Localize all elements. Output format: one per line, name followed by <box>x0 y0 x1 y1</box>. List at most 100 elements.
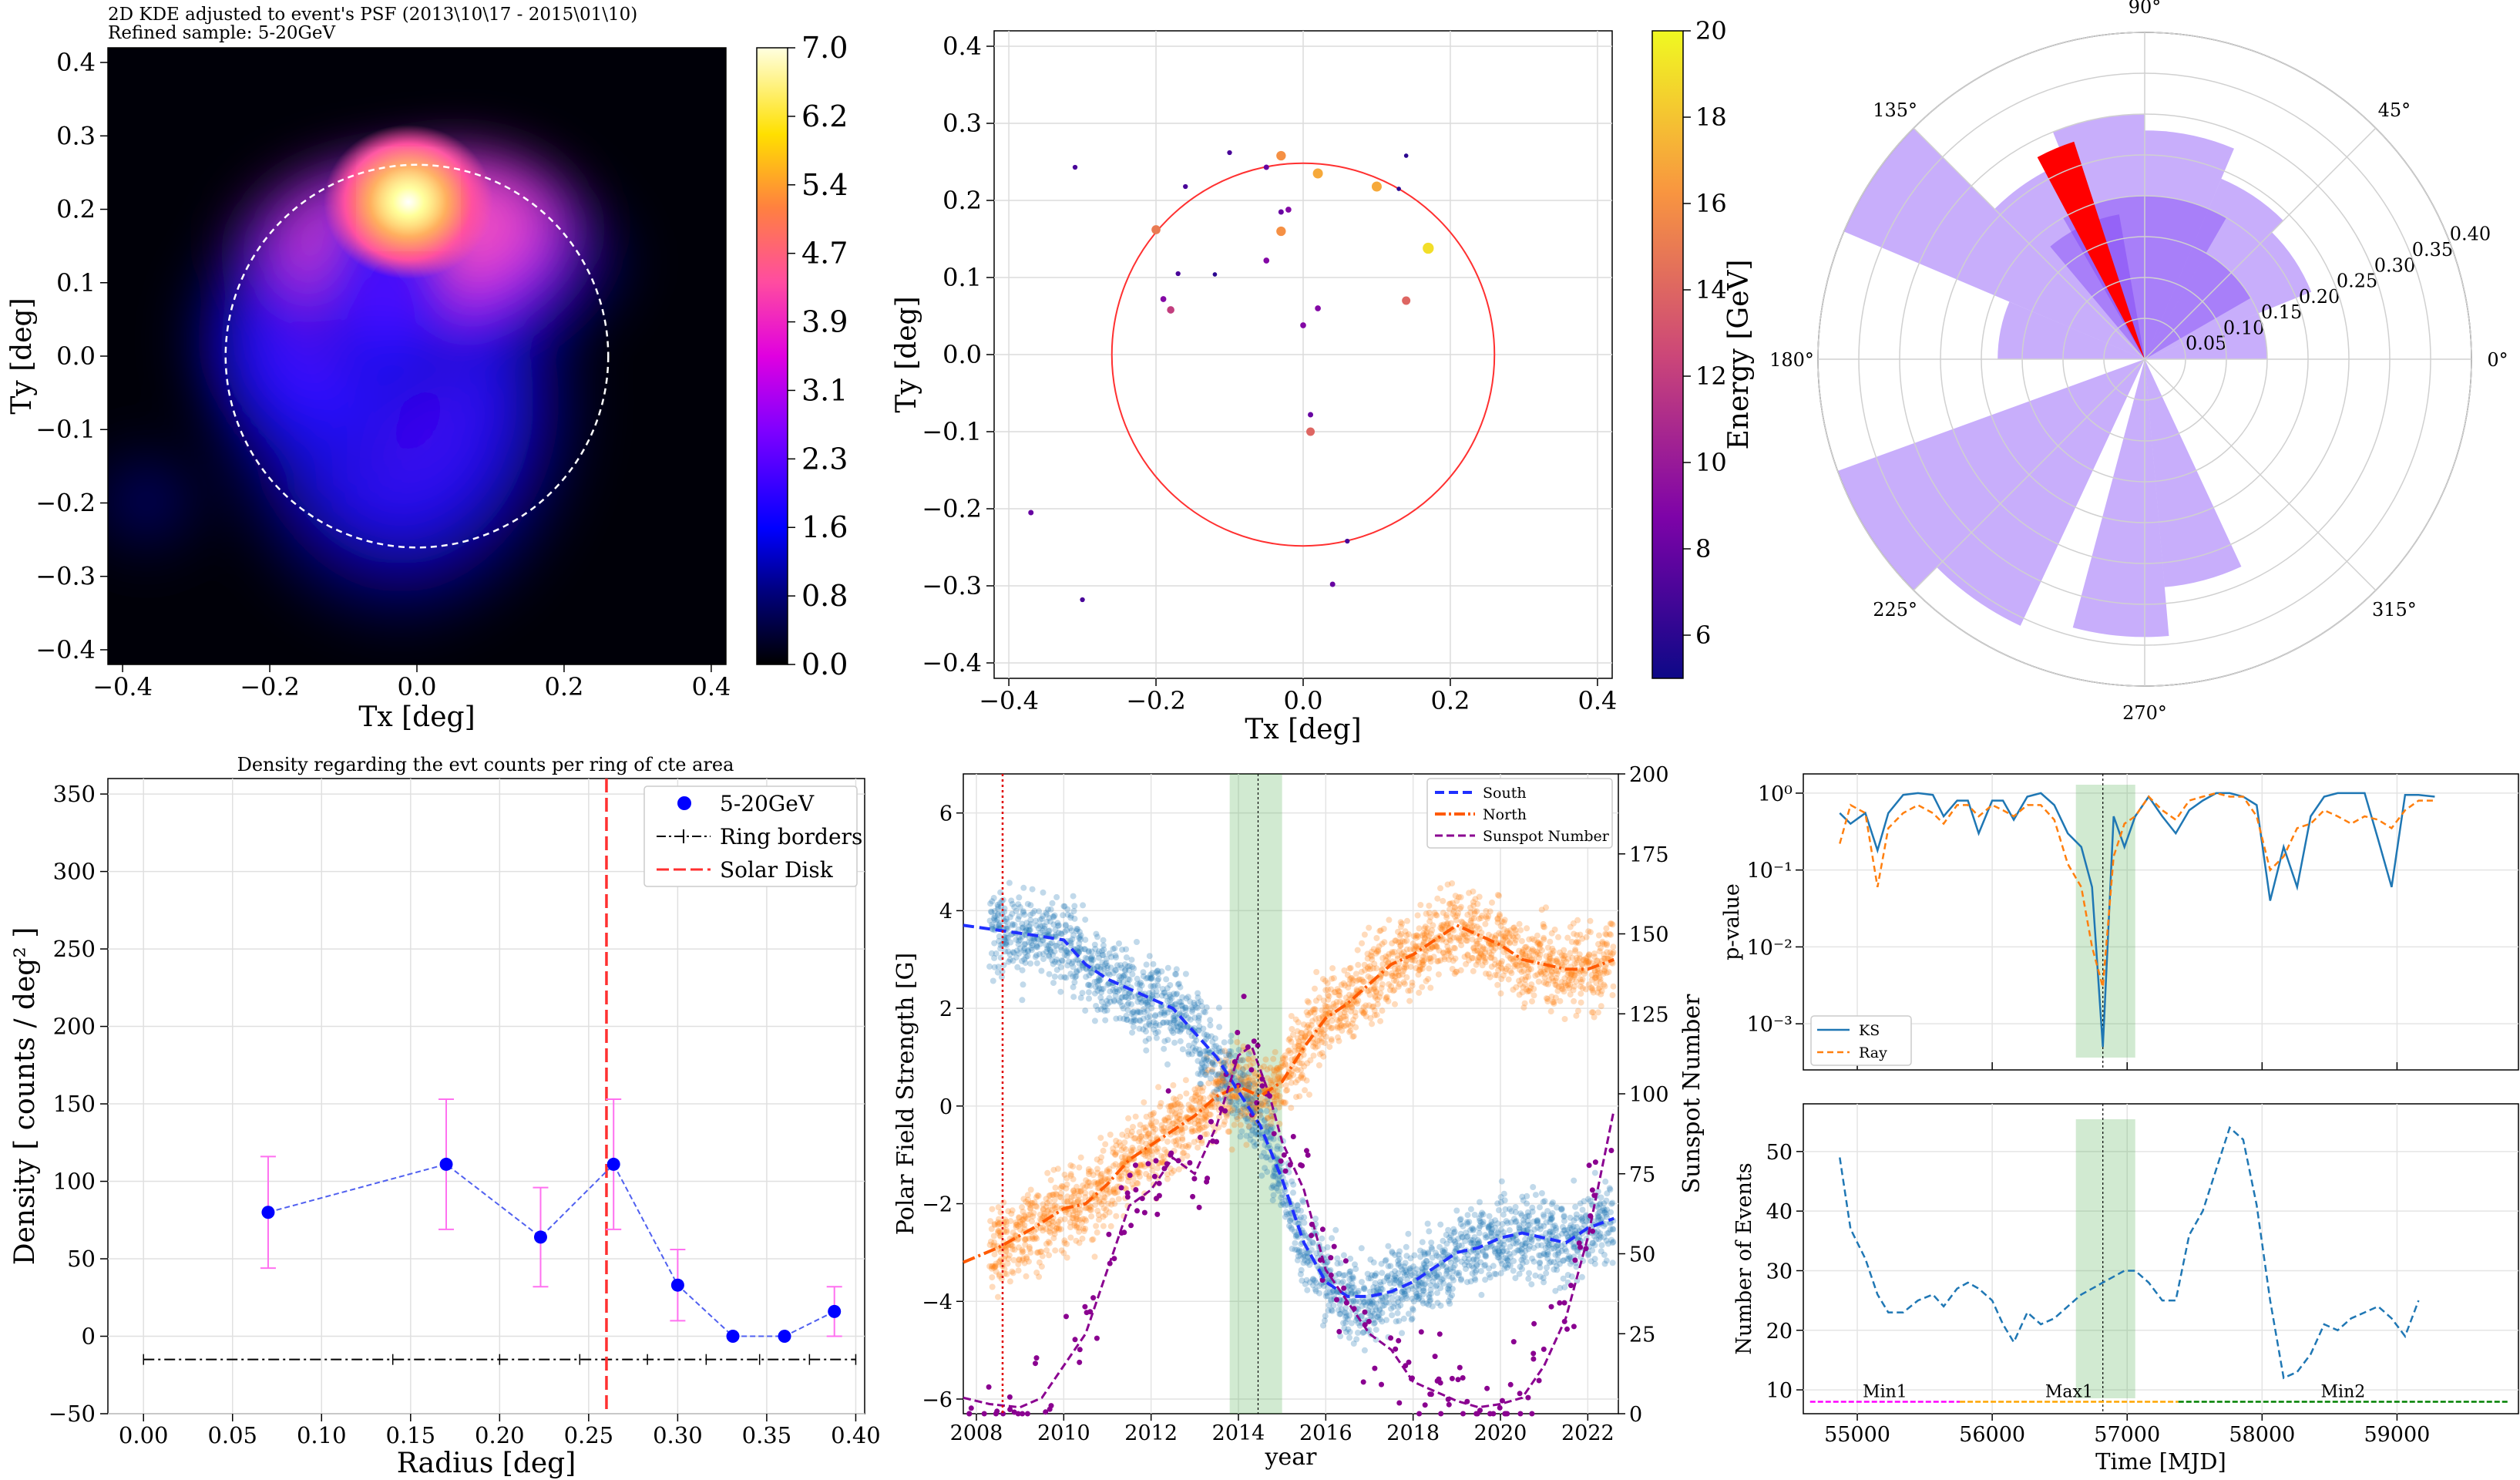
south-measurement <box>1423 1258 1430 1264</box>
north-measurement <box>1173 1142 1180 1149</box>
north-measurement <box>1598 991 1604 997</box>
south-measurement <box>1458 1276 1465 1283</box>
south-measurement <box>1178 1002 1184 1009</box>
south-measurement <box>1500 1247 1507 1254</box>
south-measurement <box>1112 992 1119 999</box>
south-measurement <box>1507 1219 1514 1226</box>
south-measurement <box>1552 1227 1559 1233</box>
north-measurement <box>1392 937 1399 944</box>
north-measurement <box>1555 933 1561 940</box>
south-measurement <box>1247 1095 1254 1102</box>
south-measurement <box>1228 1098 1235 1105</box>
north-measurement <box>1352 1024 1359 1031</box>
north-measurement <box>1212 1089 1218 1096</box>
south-measurement <box>996 923 1003 930</box>
north-measurement <box>1502 967 1509 974</box>
north-measurement <box>1586 951 1592 958</box>
south-measurement <box>1077 946 1084 953</box>
south-measurement <box>1298 1214 1305 1221</box>
south-measurement <box>1174 981 1181 988</box>
south-measurement <box>1124 1001 1131 1008</box>
north-measurement <box>1370 1003 1377 1010</box>
south-measurement <box>1161 1038 1168 1044</box>
south-measurement <box>1178 1025 1185 1032</box>
south-measurement <box>1360 1299 1367 1306</box>
north-measurement <box>1098 1200 1105 1207</box>
south-measurement <box>1203 1057 1210 1064</box>
north-measurement <box>1561 957 1567 964</box>
north-measurement <box>1527 966 1534 973</box>
south-measurement <box>1100 985 1107 992</box>
south-measurement <box>1300 1253 1307 1260</box>
y2-axis-label: Sunspot Number <box>1678 994 1705 1193</box>
north-measurement <box>1453 934 1460 941</box>
south-measurement <box>1601 1200 1608 1207</box>
y-tick-label: 0 <box>82 1324 96 1350</box>
south-measurement <box>1274 1143 1281 1150</box>
north-measurement <box>1433 937 1440 944</box>
north-measurement <box>1544 996 1551 1002</box>
north-measurement <box>1325 1004 1332 1011</box>
north-measurement <box>1507 967 1514 974</box>
south-measurement <box>1581 1198 1588 1205</box>
south-measurement <box>1051 912 1058 919</box>
north-measurement <box>1298 1067 1304 1074</box>
north-measurement <box>1043 1247 1050 1253</box>
y-tick-label: 10⁻¹ <box>1747 859 1793 883</box>
north-measurement <box>1315 1014 1322 1021</box>
north-measurement <box>1365 965 1372 972</box>
south-measurement <box>1073 927 1080 934</box>
south-measurement <box>1089 954 1095 960</box>
south-measurement <box>1215 1004 1222 1011</box>
south-measurement <box>1537 1273 1544 1280</box>
north-measurement <box>1071 1219 1078 1226</box>
north-measurement <box>1519 948 1526 955</box>
north-measurement <box>1306 1092 1312 1098</box>
north-measurement <box>1476 954 1483 960</box>
south-measurement <box>1053 943 1060 949</box>
south-measurement <box>1263 1108 1270 1115</box>
south-measurement <box>1128 994 1135 1001</box>
south-measurement <box>1415 1281 1422 1288</box>
north-measurement <box>1208 1104 1215 1111</box>
south-measurement <box>1170 1014 1177 1021</box>
north-measurement <box>1379 954 1386 961</box>
south-measurement <box>1002 940 1009 947</box>
north-measurement <box>1551 927 1558 933</box>
south-measurement <box>1502 1255 1509 1261</box>
south-measurement <box>1061 952 1068 958</box>
north-measurement <box>1040 1227 1047 1234</box>
south-measurement <box>1095 982 1101 989</box>
north-measurement <box>1426 954 1433 961</box>
north-measurement <box>1316 1051 1323 1058</box>
north-measurement <box>1463 960 1470 967</box>
south-measurement <box>1434 1290 1440 1297</box>
south-measurement <box>1067 970 1074 977</box>
north-measurement <box>1203 1113 1210 1120</box>
south-measurement <box>990 914 997 921</box>
south-measurement <box>1389 1270 1395 1277</box>
north-measurement <box>1044 1169 1051 1176</box>
north-measurement <box>1243 1074 1250 1081</box>
north-measurement <box>1091 1179 1098 1186</box>
event-point <box>1175 271 1181 277</box>
south-measurement <box>1128 1001 1135 1007</box>
south-measurement <box>1391 1280 1398 1287</box>
south-measurement <box>1153 988 1160 995</box>
north-measurement <box>1100 1193 1107 1200</box>
north-measurement <box>1311 1005 1318 1012</box>
south-measurement <box>1407 1255 1414 1262</box>
x-tick-label: 2018 <box>1386 1421 1440 1445</box>
x-tick-label: 2010 <box>1037 1421 1090 1445</box>
south-measurement <box>1492 1217 1499 1224</box>
north-measurement <box>1282 1099 1289 1106</box>
north-measurement <box>1492 945 1499 952</box>
south-measurement <box>1506 1250 1513 1257</box>
north-measurement <box>1420 954 1426 960</box>
south-measurement <box>1367 1300 1374 1307</box>
south-measurement <box>1137 1018 1144 1024</box>
y-tick-label: 0.1 <box>56 268 96 298</box>
south-measurement <box>1207 1049 1214 1056</box>
north-measurement <box>1326 1023 1332 1030</box>
colorbar-tick-label: 14 <box>1695 275 1727 304</box>
